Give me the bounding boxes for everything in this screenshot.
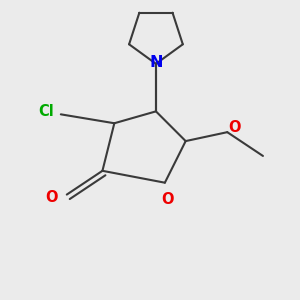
Text: O: O: [229, 120, 241, 135]
Text: O: O: [46, 190, 58, 205]
Text: Cl: Cl: [38, 104, 54, 119]
Text: O: O: [162, 191, 174, 206]
Text: N: N: [149, 55, 163, 70]
